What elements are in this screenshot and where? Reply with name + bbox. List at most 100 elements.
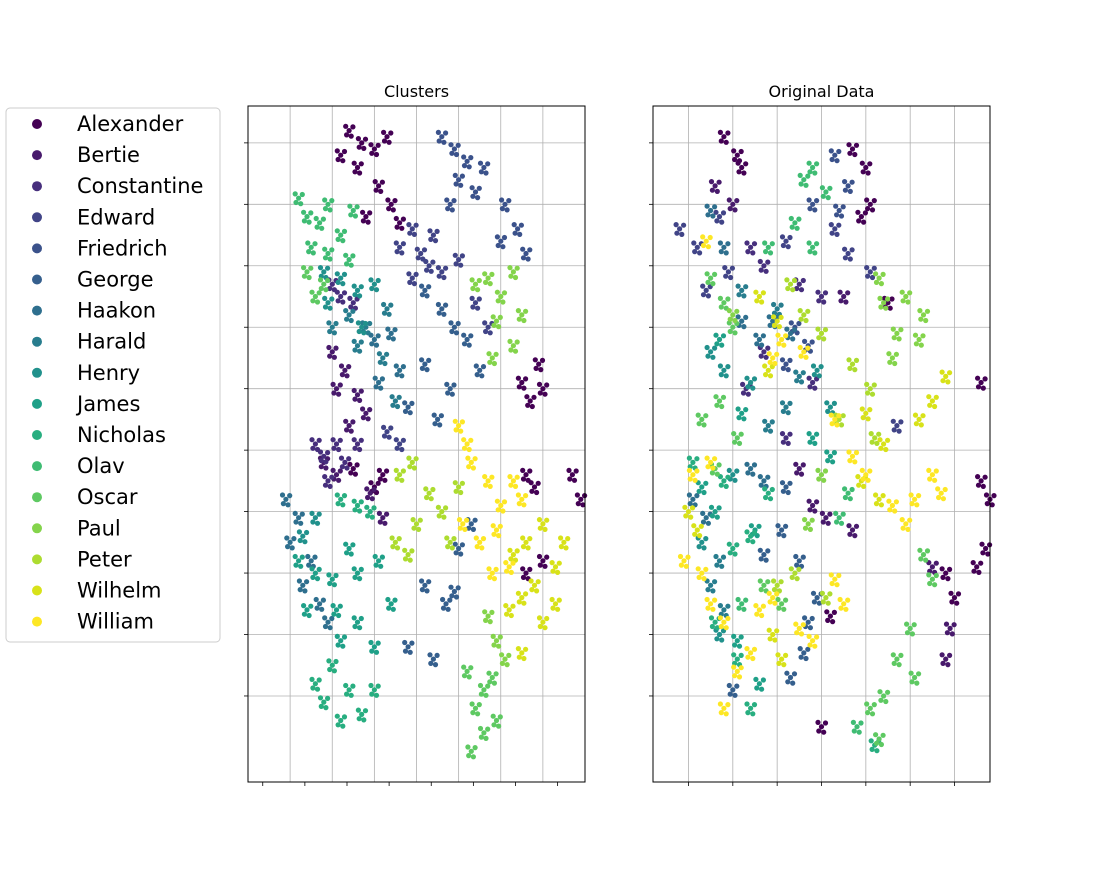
clusters-point-william: [472, 456, 478, 462]
clusters-point-james: [337, 603, 343, 609]
clusters-point-george: [443, 601, 449, 607]
original-data-point-william: [692, 477, 698, 483]
original-data-point-oscar: [714, 402, 720, 408]
clusters-point-olav: [350, 207, 356, 214]
original-data-point-olav: [796, 216, 802, 222]
clusters-point-friedrich: [453, 181, 459, 187]
original-data-point-oscar: [695, 412, 701, 418]
original-data-point-constantine: [740, 381, 746, 387]
original-data-point-peter: [867, 386, 873, 392]
clusters-point-paul: [497, 634, 503, 640]
original-data-point-alexander: [864, 197, 870, 203]
original-data-point-haakon: [694, 493, 700, 499]
original-data-point-william: [863, 472, 869, 478]
original-data-point-wilhelm: [929, 398, 936, 404]
clusters-point-george: [480, 364, 487, 370]
clusters-point-oscar: [312, 293, 318, 300]
original-data-point-william: [932, 477, 938, 483]
clusters-point-paul: [476, 277, 482, 284]
original-data-point-oscar: [704, 271, 710, 277]
original-data-point-alexander: [980, 550, 986, 556]
clusters-point-george: [445, 606, 451, 612]
clusters-point-nicholas: [344, 691, 350, 697]
clusters-point-william: [466, 464, 472, 470]
clusters-point-henry: [340, 281, 346, 287]
clusters-point-william: [503, 560, 509, 566]
original-data-point-paul: [727, 316, 733, 322]
original-data-point-olav: [789, 224, 795, 230]
clusters-point-alexander: [525, 402, 531, 408]
original-data-point-edward: [705, 293, 712, 299]
original-data-point-haakon: [765, 474, 771, 480]
original-data-point-olav: [840, 511, 846, 517]
clusters-point-harald: [344, 316, 350, 322]
clusters-point-william: [486, 566, 492, 572]
legend-label-william: William: [77, 610, 154, 634]
legend-label-george: George: [77, 268, 154, 292]
clusters-point-william: [468, 437, 474, 443]
original-data-point-william: [751, 646, 758, 652]
original-data-point-james: [734, 638, 740, 644]
clusters-point-james: [368, 639, 374, 646]
original-data-point-olav: [807, 249, 813, 255]
clusters-point-wilhelm: [565, 536, 571, 542]
clusters-point-alexander: [397, 220, 403, 226]
clusters-point-james: [392, 597, 398, 603]
clusters-point-william: [512, 483, 519, 489]
original-data-point-henry: [708, 349, 714, 355]
original-data-point-william: [828, 412, 834, 418]
clusters-point-edward: [434, 228, 440, 234]
clusters-point-james: [343, 541, 349, 547]
clusters-point-william: [487, 574, 493, 581]
clusters-point-haakon: [400, 364, 406, 370]
clusters-point-friedrich: [451, 146, 457, 152]
original-data-point-james: [759, 686, 765, 692]
original-data-point-olav: [833, 510, 839, 516]
clusters-point-alexander: [390, 207, 396, 213]
clusters-point-harald: [357, 348, 363, 354]
clusters-point-james: [379, 554, 385, 560]
clusters-point-nicholas: [371, 687, 377, 693]
original-data-point-william: [801, 349, 807, 355]
clusters-point-olav: [346, 257, 352, 263]
clusters-point-constantine: [321, 453, 327, 459]
original-data-point-paul: [923, 317, 929, 324]
original-data-point-wilhelm: [876, 496, 882, 502]
clusters-point-friedrich: [527, 247, 533, 253]
clusters-point-bertie: [344, 427, 350, 433]
clusters-point-nicholas: [310, 685, 316, 691]
original-data-point-bertie: [716, 179, 722, 185]
original-data-point-alexander: [822, 720, 829, 726]
original-data-point-oscar: [710, 281, 716, 287]
clusters-point-wilhelm: [549, 596, 555, 603]
original-data-point-friedrich: [828, 148, 834, 154]
original-data-point-paul: [894, 330, 900, 336]
clusters-point-oscar: [493, 671, 499, 677]
clusters-point-henry: [338, 275, 344, 281]
clusters-point-alexander: [354, 462, 360, 468]
original-data-point-friedrich: [810, 201, 816, 207]
clusters-point-alexander: [524, 394, 530, 400]
clusters-point-james: [346, 545, 352, 552]
original-data-point-constantine: [763, 354, 769, 360]
original-data-point-william: [725, 615, 731, 622]
clusters-point-paul: [523, 308, 529, 314]
original-data-point-henry: [831, 400, 838, 406]
original-data-point-bertie: [947, 625, 953, 632]
clusters-point-friedrich: [499, 197, 505, 203]
original-data-point-george: [814, 595, 820, 601]
clusters-point-edward: [482, 320, 488, 326]
clusters-point-george: [402, 639, 408, 646]
original-data-point-george: [811, 599, 818, 605]
clusters-point-wilhelm: [516, 654, 522, 660]
original-data-point-henry: [723, 373, 729, 379]
clusters-point-william: [510, 478, 516, 484]
original-data-point-henry: [811, 372, 818, 378]
clusters-point-constantine: [310, 445, 316, 451]
clusters-point-alexander: [529, 403, 535, 410]
original-data-point-oscar: [865, 710, 871, 716]
original-data-point-olav: [842, 494, 849, 501]
original-data-point-wilhelm: [932, 403, 938, 410]
clusters-point-peter: [413, 521, 420, 527]
original-data-point-william: [770, 355, 776, 361]
